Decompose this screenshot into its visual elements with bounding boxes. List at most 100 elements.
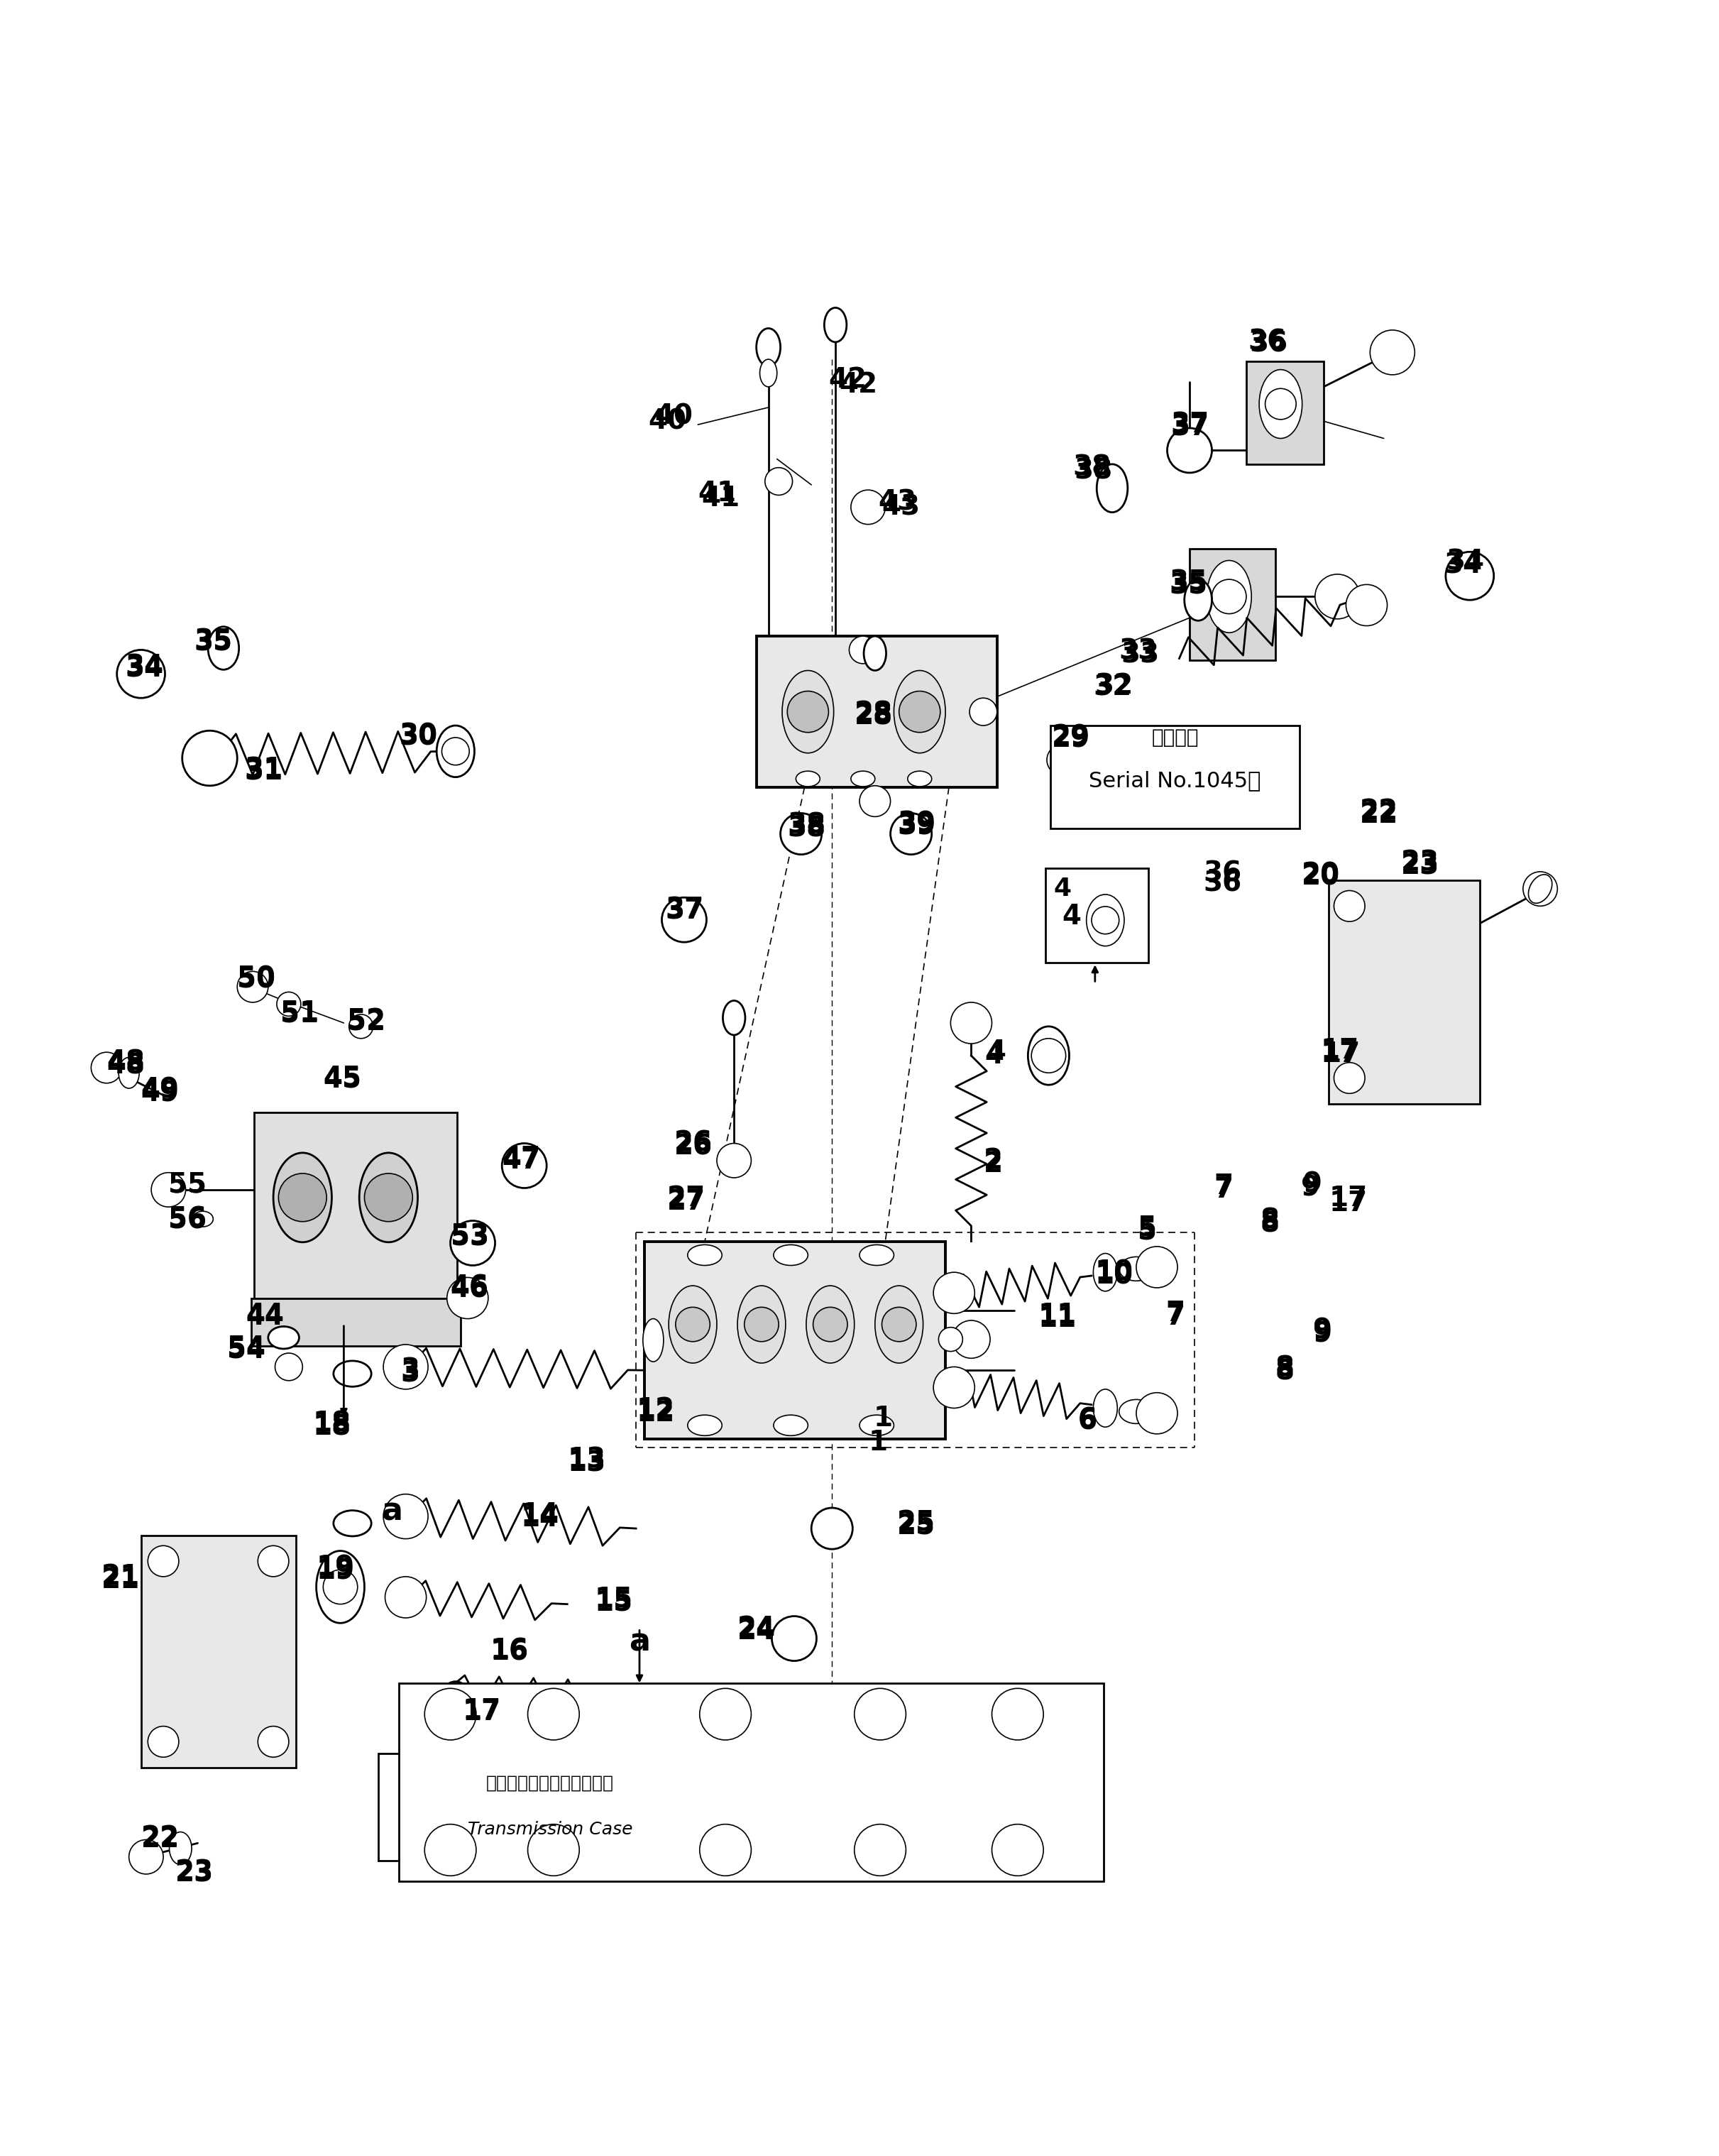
Text: 40: 40: [648, 407, 686, 436]
Circle shape: [854, 1824, 906, 1876]
Circle shape: [1346, 584, 1387, 625]
Bar: [1329, 880, 1480, 1104]
Text: 29: 29: [1052, 724, 1090, 750]
Text: 52: 52: [347, 1007, 385, 1035]
Text: 10: 10: [1095, 1259, 1133, 1285]
Text: 30: 30: [399, 722, 437, 750]
Ellipse shape: [760, 360, 777, 386]
Bar: [1246, 360, 1324, 464]
Text: 45: 45: [323, 1065, 361, 1091]
Bar: [1045, 869, 1148, 964]
Text: 28: 28: [854, 701, 892, 727]
Text: 36: 36: [1203, 860, 1241, 886]
Text: 30: 30: [399, 724, 437, 750]
Circle shape: [425, 1688, 476, 1740]
Circle shape: [933, 1367, 975, 1408]
Text: 21: 21: [101, 1567, 139, 1593]
Text: 48: 48: [107, 1050, 144, 1076]
Circle shape: [1334, 890, 1365, 921]
Text: 35: 35: [1169, 573, 1207, 599]
Circle shape: [1370, 330, 1415, 375]
Text: a: a: [382, 1496, 402, 1526]
Circle shape: [939, 1328, 963, 1352]
Circle shape: [717, 1143, 751, 1177]
Ellipse shape: [437, 727, 474, 776]
Text: 38: 38: [1074, 457, 1112, 485]
Circle shape: [952, 1319, 990, 1358]
Ellipse shape: [688, 1244, 722, 1266]
Text: 23: 23: [175, 1858, 213, 1886]
Ellipse shape: [722, 1000, 744, 1035]
Text: 27: 27: [667, 1188, 705, 1216]
Text: 26: 26: [674, 1130, 712, 1158]
Ellipse shape: [1119, 1257, 1153, 1281]
Text: 33: 33: [1121, 642, 1159, 668]
Text: 47: 47: [502, 1147, 540, 1175]
Ellipse shape: [782, 671, 834, 752]
Text: 53: 53: [450, 1222, 488, 1250]
Text: 39: 39: [897, 811, 935, 837]
Circle shape: [117, 649, 165, 699]
Text: 5: 5: [1138, 1218, 1157, 1244]
Text: 46: 46: [450, 1276, 488, 1302]
Text: 38: 38: [787, 815, 825, 843]
Text: 36: 36: [1203, 871, 1241, 897]
Text: 18: 18: [313, 1410, 351, 1438]
Text: 9: 9: [1313, 1322, 1332, 1348]
Text: 46: 46: [450, 1274, 488, 1302]
Bar: [399, 1684, 1104, 1880]
Circle shape: [1315, 573, 1360, 619]
Circle shape: [323, 1570, 358, 1604]
Text: 25: 25: [897, 1509, 935, 1537]
Text: 17: 17: [462, 1697, 500, 1725]
Text: 53: 53: [450, 1225, 488, 1250]
Circle shape: [860, 785, 890, 817]
Text: 7: 7: [1165, 1304, 1184, 1330]
Text: a: a: [629, 1626, 650, 1658]
Text: 2: 2: [983, 1147, 1002, 1175]
Text: 32: 32: [1093, 675, 1131, 701]
Ellipse shape: [168, 1833, 191, 1865]
Ellipse shape: [208, 627, 239, 671]
Text: 42: 42: [839, 371, 877, 399]
Text: 34: 34: [125, 653, 163, 681]
Circle shape: [951, 1003, 992, 1044]
Circle shape: [528, 1688, 579, 1740]
Text: 7: 7: [1214, 1177, 1233, 1203]
Circle shape: [970, 699, 997, 727]
Circle shape: [811, 1507, 853, 1550]
Circle shape: [1136, 1393, 1178, 1434]
Ellipse shape: [860, 1414, 894, 1436]
Text: 12: 12: [636, 1397, 674, 1423]
Circle shape: [780, 813, 822, 854]
Text: 41: 41: [701, 485, 739, 511]
Text: 7: 7: [1165, 1300, 1184, 1328]
Ellipse shape: [1093, 1388, 1117, 1427]
Text: 32: 32: [1095, 673, 1133, 699]
Circle shape: [899, 692, 940, 733]
Text: 9: 9: [1313, 1317, 1332, 1343]
Text: 14: 14: [521, 1505, 559, 1531]
Text: 35: 35: [194, 630, 232, 655]
Ellipse shape: [823, 308, 846, 343]
Circle shape: [1523, 871, 1557, 906]
Circle shape: [450, 1220, 495, 1266]
Text: 23: 23: [1401, 849, 1439, 877]
Text: 21: 21: [101, 1563, 139, 1591]
Text: 31: 31: [244, 757, 282, 785]
Text: 29: 29: [1052, 727, 1090, 752]
Text: 23: 23: [1401, 854, 1439, 880]
Ellipse shape: [894, 671, 945, 752]
Text: 24: 24: [737, 1615, 775, 1641]
Text: 37: 37: [665, 897, 703, 923]
Circle shape: [385, 1576, 426, 1617]
Circle shape: [813, 1307, 847, 1341]
Text: 22: 22: [1360, 798, 1398, 826]
Circle shape: [1212, 580, 1246, 614]
Text: 5: 5: [1138, 1214, 1157, 1242]
Circle shape: [1167, 429, 1212, 472]
Text: 50: 50: [237, 964, 275, 992]
Text: 適用号機: 適用号機: [1152, 729, 1198, 748]
Ellipse shape: [1331, 1046, 1375, 1076]
Text: 50: 50: [237, 966, 275, 994]
